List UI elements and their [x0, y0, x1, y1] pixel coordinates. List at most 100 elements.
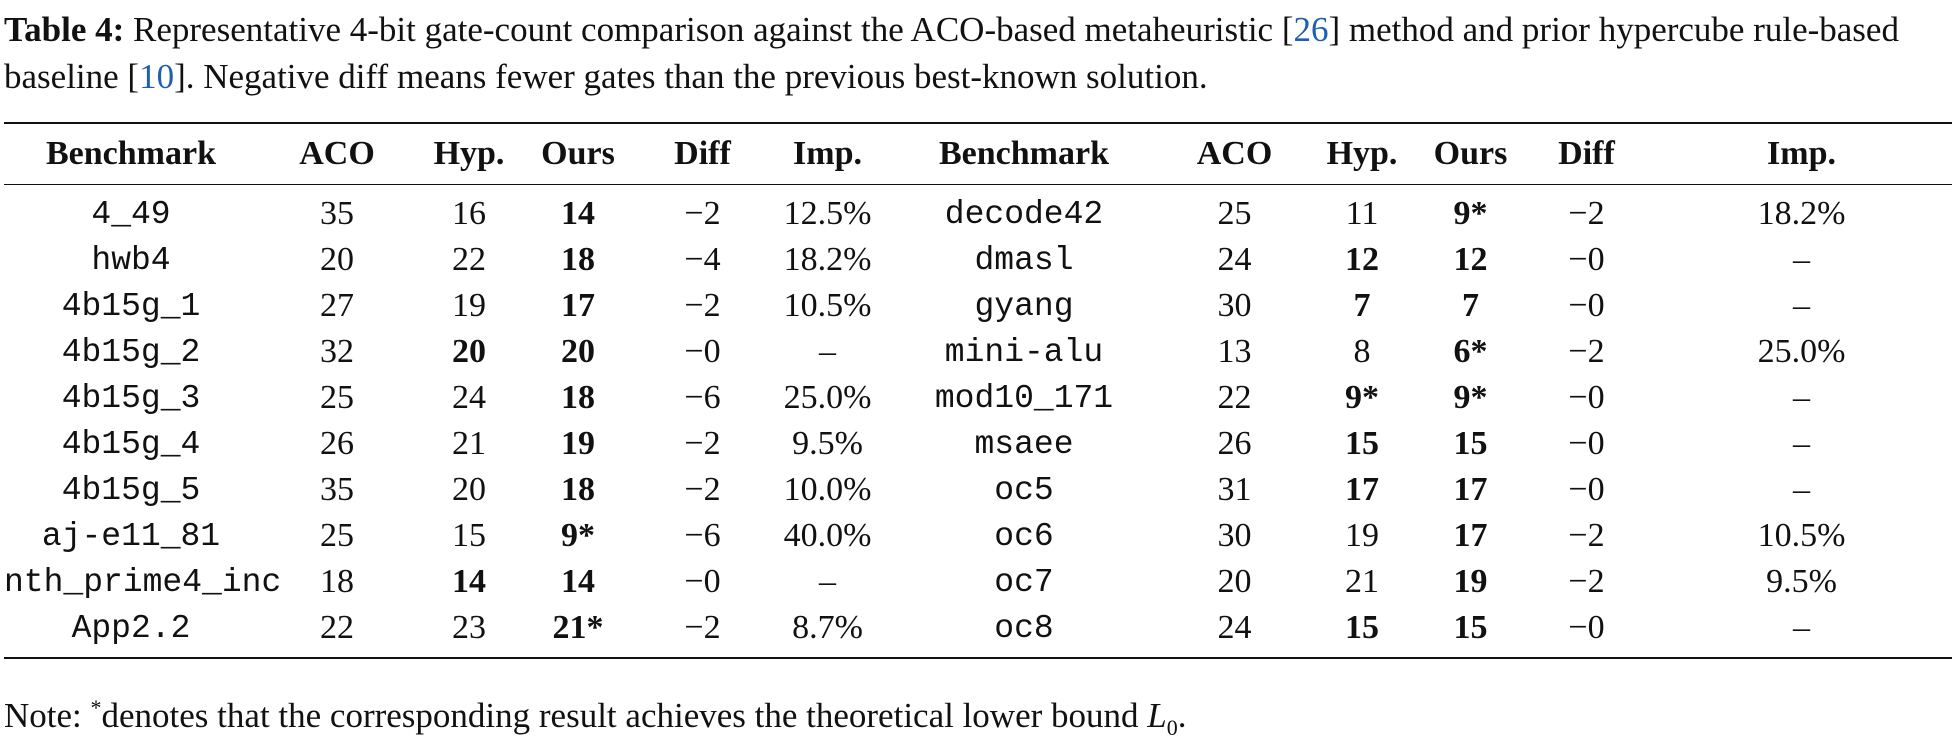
value-cell: 22 — [1217, 379, 1252, 416]
value-cell: 17 — [1453, 517, 1488, 554]
value-cell: 22 — [452, 241, 486, 278]
value-cell: −2 — [684, 609, 721, 646]
value-cell: 15 — [1345, 609, 1379, 646]
caption-text-3: ]. Negative diff means fewer gates than … — [174, 57, 1208, 96]
value-cell: 20 — [452, 333, 486, 370]
value-cell: −4 — [684, 241, 721, 278]
value-cell: 32 — [320, 333, 354, 370]
value-cell: 13 — [1217, 333, 1252, 370]
value-cell: 8.7% — [792, 609, 863, 646]
value-cell: – — [1793, 425, 1810, 462]
value-cell: −0 — [684, 563, 721, 600]
value-cell: – — [819, 563, 836, 600]
citation-link-26[interactable]: 26 — [1293, 10, 1329, 49]
table-note: Note: *denotes that the corresponding re… — [4, 688, 1187, 748]
value-cell: 18.2% — [783, 241, 872, 278]
value-cell: 9* — [1345, 379, 1379, 416]
table-row: 4b15g_4 26 21 19 −2 9.5% msaee 26 15 15 −0 – — [4, 421, 1952, 467]
note-star: * — [90, 695, 102, 720]
value-cell: – — [1793, 287, 1810, 324]
value-cell: −0 — [1568, 379, 1605, 416]
value-cell: 6* — [1453, 333, 1488, 370]
benchmark-cell: 4b15g_4 — [61, 425, 201, 463]
value-cell: 16 — [452, 195, 486, 232]
value-cell: 10.5% — [783, 287, 872, 324]
column-header: Hyp. — [433, 135, 505, 172]
value-cell: 14 — [561, 195, 595, 232]
comparison-table: Benchmark ACO Hyp. Ours Diff Imp. Benchmark ACO… — [4, 122, 1952, 659]
value-cell: −2 — [684, 425, 721, 462]
value-cell: 15 — [1453, 425, 1488, 462]
value-cell: – — [819, 333, 836, 370]
value-cell: 12 — [1345, 241, 1379, 278]
table-caption: Table 4: Representative 4-bit gate-count… — [4, 6, 1952, 100]
value-cell: 20 — [452, 471, 486, 508]
table-row: 4b15g_1 27 19 17 −2 10.5% gyang 30 7 7 −0 – — [4, 283, 1952, 329]
benchmark-cell: App2.2 — [71, 609, 191, 647]
value-cell: 24 — [1217, 609, 1252, 646]
value-cell: 26 — [1217, 425, 1252, 462]
comparison-table-container: Benchmark ACO Hyp. Ours Diff Imp. Benchmark ACO… — [4, 122, 1952, 659]
table-body: 4_49 35 16 14 −2 12.5% decode42 25 11 9* −2 18.2% hw… — [4, 185, 1952, 658]
value-cell: 21 — [1345, 563, 1379, 600]
value-cell: 19 — [1345, 517, 1379, 554]
benchmark-cell: oc8 — [994, 609, 1054, 647]
value-cell: 9* — [1453, 379, 1488, 416]
column-header: Diff — [674, 135, 731, 172]
table-row: nth_prime4_inc 18 14 14 −0 – oc7 20 21 19 −2 9.5% — [4, 559, 1952, 605]
value-cell: 18.2% — [1757, 195, 1846, 232]
value-cell: 30 — [1217, 517, 1252, 554]
value-cell: 7 — [1462, 287, 1479, 324]
note-text: denotes that the corresponding result ac… — [101, 696, 1148, 735]
value-cell: 14 — [561, 563, 595, 600]
table-row: aj-e11_81 25 15 9* −6 40.0% oc6 30 19 17 −2 10.5% — [4, 513, 1952, 559]
benchmark-cell: hwb4 — [91, 241, 171, 279]
citation-link-10[interactable]: 10 — [139, 57, 175, 96]
value-cell: 8 — [1353, 333, 1371, 370]
benchmark-cell: msaee — [974, 425, 1074, 463]
value-cell: 18 — [320, 563, 354, 600]
value-cell: 21 — [452, 425, 486, 462]
value-cell: – — [1793, 609, 1810, 646]
value-cell: −0 — [1568, 609, 1605, 646]
column-header: Benchmark — [46, 135, 216, 172]
benchmark-cell: aj-e11_81 — [41, 517, 221, 555]
value-cell: −0 — [1568, 287, 1605, 324]
value-cell: −2 — [684, 195, 721, 232]
value-cell: 7 — [1353, 287, 1371, 324]
note-lower-bound-symbol: L0 — [1147, 696, 1177, 740]
value-cell: 22 — [320, 609, 354, 646]
value-cell: −0 — [1568, 471, 1605, 508]
benchmark-cell: oc6 — [994, 517, 1054, 555]
value-cell: 19 — [452, 287, 486, 324]
value-cell: 35 — [320, 471, 354, 508]
benchmark-cell: dmasl — [974, 241, 1074, 279]
column-header: Benchmark — [939, 135, 1109, 172]
value-cell: 23 — [452, 609, 486, 646]
value-cell: 25 — [320, 379, 354, 416]
value-cell: 14 — [452, 563, 486, 600]
benchmark-cell: gyang — [974, 287, 1074, 325]
caption-text-1: Representative 4-bit gate-count comparis… — [124, 10, 1294, 49]
value-cell: 24 — [1217, 241, 1252, 278]
value-cell: 9* — [561, 517, 595, 554]
benchmark-cell: oc5 — [994, 471, 1054, 509]
value-cell: 20 — [561, 333, 595, 370]
value-cell: 9* — [1453, 195, 1488, 232]
benchmark-cell: 4_49 — [91, 195, 171, 233]
value-cell: – — [1793, 241, 1810, 278]
table-row: 4b15g_3 25 24 18 −6 25.0% mod10_171 22 9* 9* −0 – — [4, 375, 1952, 421]
value-cell: 15 — [1345, 425, 1379, 462]
value-cell: 15 — [1453, 609, 1488, 646]
value-cell: 11 — [1345, 195, 1379, 232]
column-header: Ours — [1433, 135, 1508, 172]
value-cell: 26 — [320, 425, 354, 462]
value-cell: 20 — [1217, 563, 1252, 600]
value-cell: −2 — [1568, 195, 1605, 232]
note-math-var: L — [1147, 696, 1167, 735]
caption-text-2: ] method and prior hypercube rule-based … — [4, 10, 1899, 96]
value-cell: −2 — [684, 471, 721, 508]
table-row: App2.2 22 23 21* −2 8.7% oc8 24 15 15 −0 – — [4, 605, 1952, 658]
table-row: 4b15g_5 35 20 18 −2 10.0% oc5 31 17 17 −0 – — [4, 467, 1952, 513]
note-math-sub: 0 — [1166, 715, 1178, 740]
